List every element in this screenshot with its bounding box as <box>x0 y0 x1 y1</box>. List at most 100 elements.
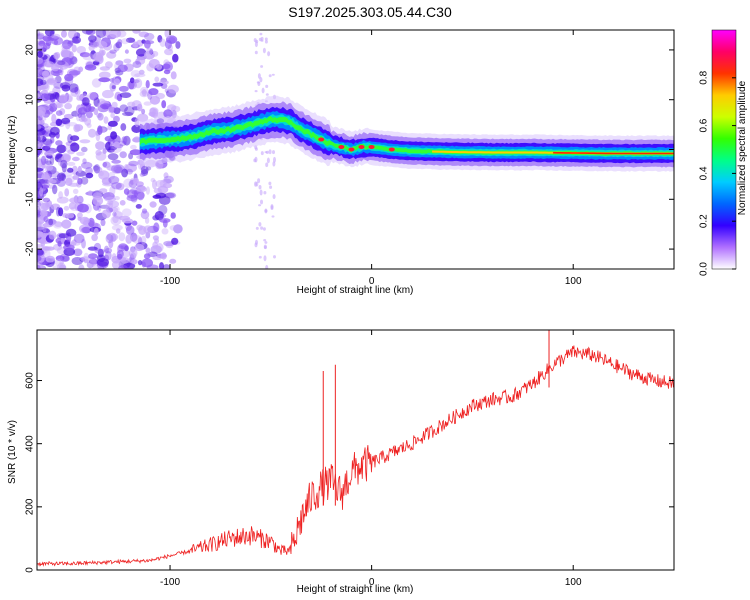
noise-speckle <box>58 191 63 199</box>
noise-speckle <box>117 39 123 45</box>
noise-speckle <box>165 241 174 249</box>
noise-speckle <box>93 108 99 116</box>
noise-speckle <box>78 264 85 269</box>
noise-speckle <box>54 101 62 109</box>
noise-speckle <box>77 107 88 115</box>
noise-speckle <box>43 61 55 68</box>
noise-speckle <box>51 65 60 72</box>
noise-speckle <box>103 116 109 124</box>
noise-speckle <box>121 136 128 144</box>
noise-speckle <box>102 89 114 99</box>
noise-speckle <box>91 234 98 242</box>
noise-speckle <box>55 110 63 116</box>
noise-speckle <box>57 262 66 269</box>
noise-speckle <box>37 206 41 216</box>
noise-speckle <box>121 218 134 224</box>
noise-speckle <box>111 224 123 231</box>
noise-speckle <box>82 97 90 106</box>
noise-speckle <box>69 70 81 76</box>
noise-speckle <box>37 167 44 172</box>
noise-speckle <box>68 83 79 93</box>
noise-speckle <box>152 241 158 249</box>
noise-speckle <box>267 51 271 57</box>
y-tick-label: 0 <box>25 567 36 573</box>
noise-speckle <box>72 175 80 180</box>
noise-speckle <box>88 35 97 43</box>
x-tick-label: -100 <box>160 577 180 588</box>
noise-speckle <box>118 243 128 250</box>
noise-speckle <box>53 39 59 45</box>
noise-speckle <box>268 181 272 186</box>
noise-speckle <box>264 208 268 214</box>
noise-speckle <box>76 95 83 101</box>
noise-speckle <box>255 239 258 246</box>
colorbar-ticks: 0.0 0.2 0.4 0.6 0.8 <box>699 70 736 276</box>
ridge-hotspot <box>318 137 325 142</box>
noise-speckle <box>138 69 145 75</box>
noise-speckle <box>77 203 89 213</box>
y-tick-label: 20 <box>25 44 36 56</box>
noise-speckle <box>126 80 137 90</box>
noise-speckle <box>136 57 146 65</box>
noise-speckle <box>137 260 143 266</box>
noise-speckle <box>63 205 70 211</box>
noise-speckle <box>121 168 128 178</box>
noise-speckle <box>81 146 88 153</box>
noise-speckle <box>115 60 124 66</box>
noise-speckle <box>81 238 86 249</box>
snr-line <box>37 345 674 567</box>
noise-speckle <box>97 125 103 135</box>
noise-speckle <box>37 140 41 150</box>
noise-speckle <box>258 222 262 227</box>
noise-speckle <box>104 247 113 254</box>
noise-speckle <box>148 111 155 117</box>
noise-speckle <box>148 88 159 96</box>
noise-speckle <box>130 144 137 150</box>
noise-speckle <box>140 168 149 177</box>
noise-speckle <box>119 104 128 112</box>
noise-speckle <box>263 255 267 262</box>
noise-speckle <box>119 92 132 98</box>
noise-speckle <box>115 41 122 49</box>
snr-ylabel: SNR (10 * v/v) <box>7 420 18 484</box>
noise-speckle <box>268 149 272 155</box>
noise-speckle <box>164 39 172 50</box>
noise-speckle <box>113 164 125 174</box>
noise-speckle <box>80 256 92 262</box>
noise-speckle <box>133 136 141 143</box>
noise-speckle <box>41 184 50 189</box>
noise-speckle <box>111 101 118 109</box>
noise-speckle <box>88 44 95 52</box>
noise-speckle <box>140 165 149 175</box>
noise-speckle <box>107 200 114 206</box>
noise-speckle <box>144 217 150 224</box>
noise-speckle <box>152 82 164 87</box>
noise-speckle <box>162 264 171 269</box>
noise-speckle <box>134 73 146 78</box>
y-tick-label: -20 <box>25 241 36 256</box>
noise-speckle <box>145 186 150 195</box>
x-tick-label: 0 <box>369 577 375 588</box>
noise-speckle <box>260 65 264 68</box>
noise-speckle <box>99 204 110 209</box>
noise-speckle <box>170 212 176 219</box>
noise-speckle <box>159 179 167 188</box>
noise-speckle <box>73 233 85 244</box>
noise-speckle <box>57 174 63 181</box>
noise-speckle <box>259 32 263 36</box>
noise-speckle <box>55 140 63 146</box>
noise-speckle <box>109 185 116 196</box>
noise-speckle <box>76 195 84 204</box>
noise-speckle <box>79 216 90 225</box>
noise-speckle <box>152 255 162 261</box>
noise-speckle <box>51 33 61 39</box>
noise-speckle <box>71 44 77 53</box>
noise-speckle <box>64 73 74 82</box>
noise-speckle <box>49 30 55 37</box>
noise-speckle <box>109 30 122 38</box>
noise-speckle <box>159 38 166 47</box>
noise-speckle <box>105 234 114 244</box>
noise-speckle <box>125 234 133 244</box>
noise-speckle <box>109 82 117 92</box>
spectrogram-ylabel: Frequency (Hz) <box>7 116 18 185</box>
